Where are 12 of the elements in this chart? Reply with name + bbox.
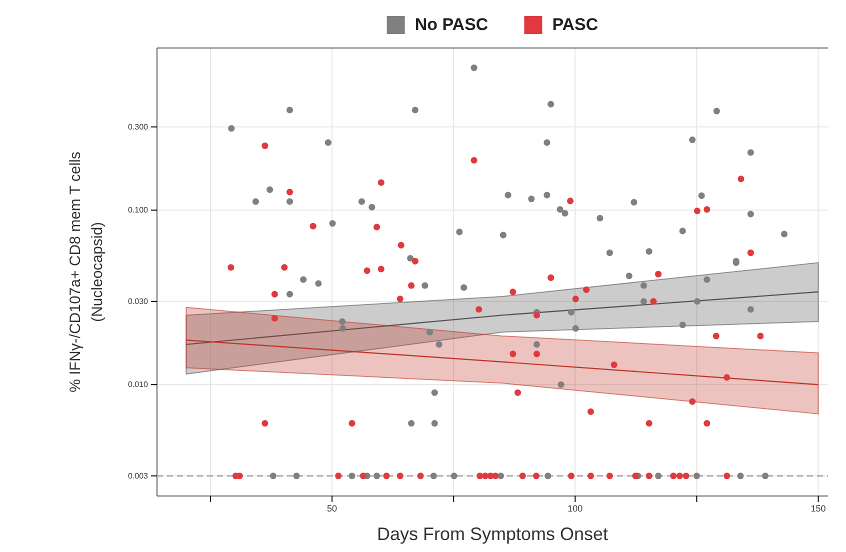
y-tick-label: 0.100 — [128, 206, 149, 215]
legend-label: No PASC — [414, 15, 488, 34]
x-tick-label: 150 — [810, 503, 826, 514]
y-axis-title: % IFNγ-/CD107a+ CD8 mem T cells (Nucleocapsid) — [67, 152, 106, 392]
x-tick-label: 50 — [327, 503, 338, 514]
y-tick-label: 0.030 — [128, 296, 149, 306]
x-tick-label: 100 — [568, 503, 583, 514]
legend-label: PASC — [552, 15, 598, 34]
y-tick-label: 0.300 — [128, 122, 149, 132]
y-tick-label: 0.010 — [128, 380, 149, 390]
x-axis-title: Days From Symptoms Onset — [376, 524, 608, 544]
y-tick-label: 0.003 — [128, 471, 149, 480]
